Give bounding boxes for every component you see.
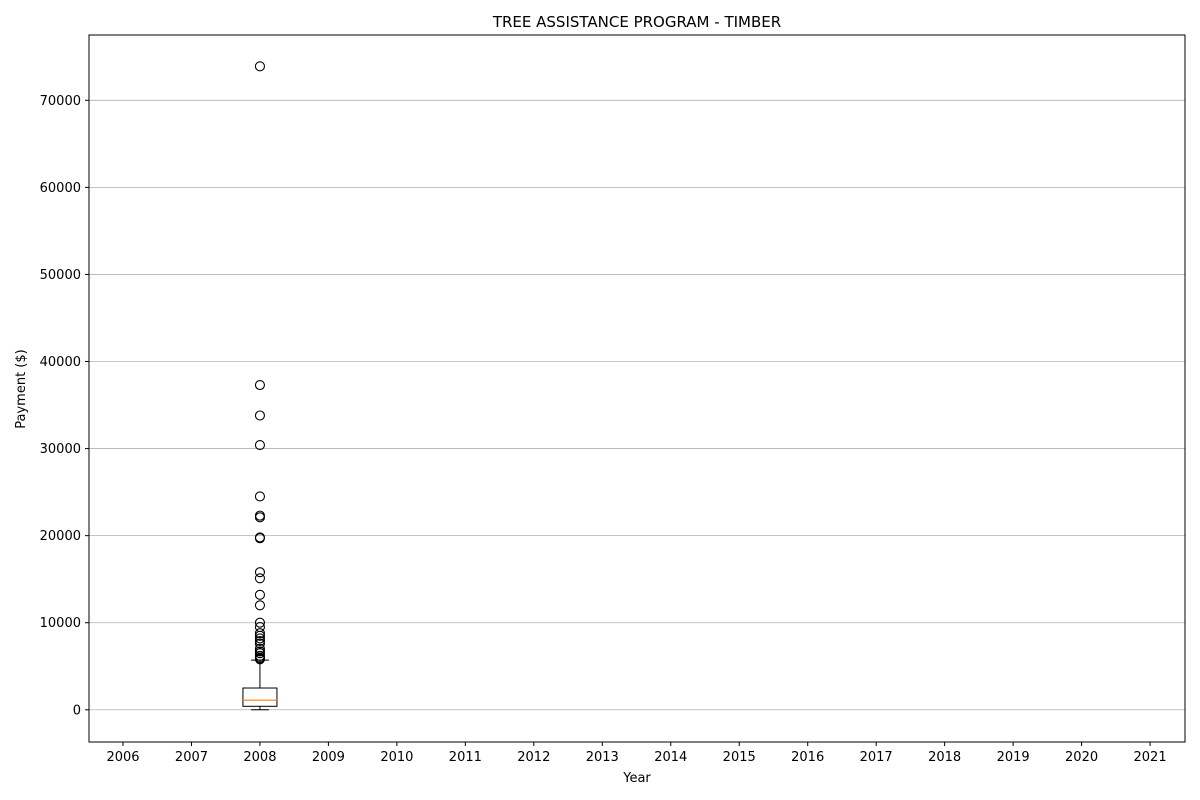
grid-lines (89, 99, 1185, 711)
outlier-point (254, 491, 265, 502)
y-tick-label: 70000 (40, 94, 81, 109)
x-axis-ticks: 2006 2007 2008 2009 2010 2011 2012 2013 2014 2015… (106, 742, 1167, 765)
outlier-point (254, 573, 265, 584)
box (242, 687, 278, 707)
plot-frame (88, 34, 1186, 743)
outlier-point (254, 654, 265, 665)
y-tick-label: 30000 (40, 442, 81, 457)
outlier-point (254, 410, 265, 421)
x-tick-label: 2018 (928, 750, 961, 765)
x-tick-label: 2017 (860, 750, 893, 765)
outlier-point (254, 440, 265, 451)
x-tick-label: 2014 (654, 750, 687, 765)
x-tick-label: 2009 (312, 750, 345, 765)
outlier-point (254, 648, 265, 659)
outlier-point (254, 512, 265, 523)
x-tick-label: 2021 (1134, 750, 1167, 765)
box-layer (242, 61, 278, 711)
y-tick-label: 50000 (40, 268, 81, 283)
outlier-point (254, 635, 265, 647)
y-axis-ticks: 0 10000 20000 30000 40000 50000 60000 70000 (40, 94, 89, 718)
x-tick-label: 2010 (380, 750, 413, 765)
x-tick-label: 2020 (1065, 750, 1098, 765)
outlier-point (254, 617, 265, 628)
x-tick-label: 2015 (723, 750, 756, 765)
x-tick-label: 2013 (586, 750, 619, 765)
y-tick-label: 10000 (40, 616, 81, 631)
x-tick-label: 2019 (997, 750, 1030, 765)
x-tick-label: 2011 (449, 750, 482, 765)
outlier-point (254, 533, 265, 544)
x-tick-label: 2007 (175, 750, 208, 765)
y-tick-label: 20000 (40, 529, 81, 544)
outlier-point (254, 630, 265, 641)
y-tick-label: 60000 (40, 181, 81, 196)
outlier-point (254, 600, 265, 611)
y-tick-label: 0 (73, 703, 81, 718)
y-tick-label: 40000 (40, 355, 81, 370)
outlier-point (254, 589, 265, 600)
outlier-point (254, 61, 265, 72)
y-axis-label: Payment ($) (14, 349, 29, 428)
x-tick-label: 2012 (517, 750, 550, 765)
x-tick-label: 2008 (243, 750, 276, 765)
chart-title: TREE ASSISTANCE PROGRAM - TIMBER (492, 13, 781, 31)
outlier-point (254, 638, 265, 649)
outlier-point (254, 567, 265, 578)
x-axis-label: Year (622, 771, 651, 786)
outlier-point (254, 628, 265, 639)
x-tick-label: 2006 (106, 750, 139, 765)
outlier-point (254, 633, 265, 644)
x-tick-label: 2016 (791, 750, 824, 765)
outlier-point (254, 379, 265, 391)
